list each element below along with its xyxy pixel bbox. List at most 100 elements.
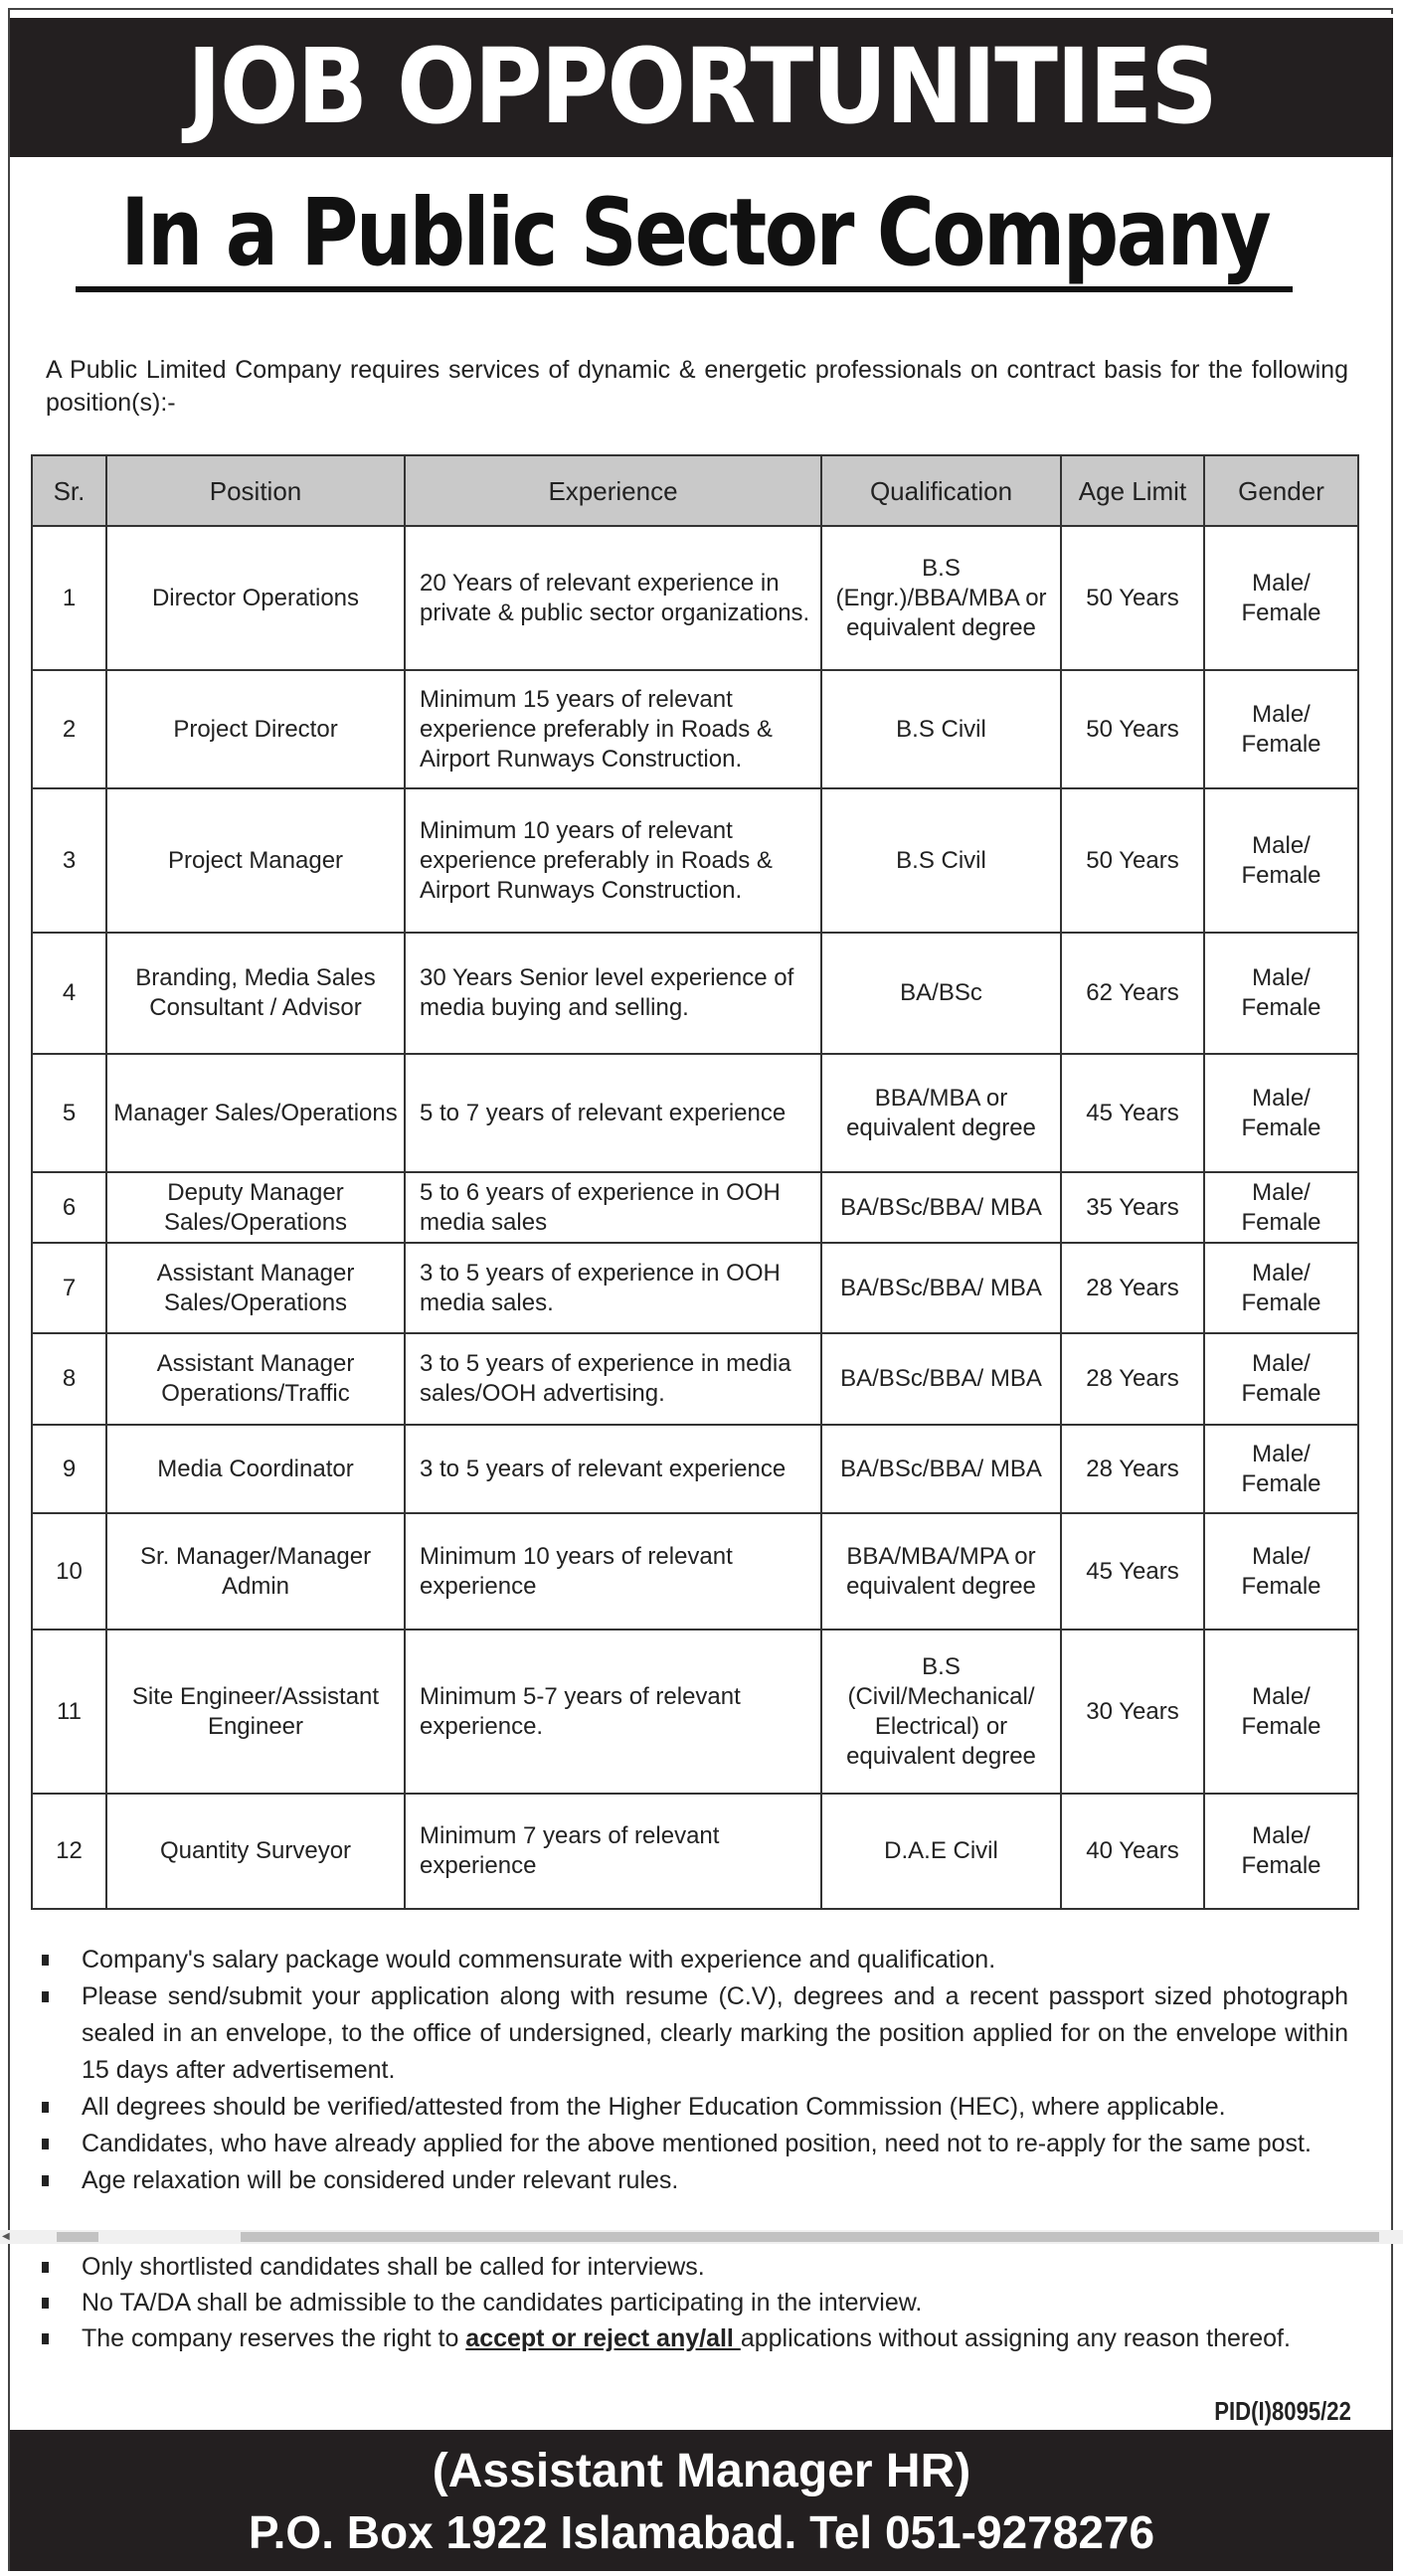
cell-experience: 3 to 5 years of experience in media sale…: [404, 1332, 822, 1426]
list-item: Please send/submit your application alon…: [40, 1978, 1348, 2089]
cell-sr: 10: [31, 1512, 107, 1631]
cell-age-limit: 40 Years: [1060, 1793, 1205, 1910]
header-title: JOB OPPORTUNITIES: [187, 26, 1218, 147]
subtitle-underline: [76, 286, 1293, 292]
cell-age-limit: 50 Years: [1060, 525, 1205, 671]
scrollbar-track-thumb[interactable]: [241, 2232, 1379, 2242]
cell-sr: 4: [31, 932, 107, 1055]
cell-experience: 3 to 5 years of experience in OOH media …: [404, 1242, 822, 1334]
list-item: All degrees should be verified/attested …: [40, 2089, 1348, 2126]
cell-sr: 9: [31, 1424, 107, 1514]
cell-position: Site Engineer/Assistant Engineer: [105, 1629, 406, 1795]
cell-experience: 30 Years Senior level experience of medi…: [404, 932, 822, 1055]
cell-qualification: BBA/MBA or equivalent degree: [820, 1053, 1062, 1173]
scroll-left-arrow-icon[interactable]: ◀: [2, 2231, 10, 2242]
notes-list-continued: Only shortlisted candidates shall be cal…: [40, 2249, 1348, 2356]
column-header: Position: [105, 454, 406, 527]
list-item: Age relaxation will be considered under …: [40, 2162, 1348, 2199]
footer-contact-title: (Assistant Manager HR): [432, 2445, 971, 2497]
cell-qualification: BA/BSc/BBA/ MBA: [820, 1332, 1062, 1426]
bullet-icon: [42, 2333, 49, 2344]
intro-text: A Public Limited Company requires servic…: [46, 356, 1348, 417]
cell-age-limit: 45 Years: [1060, 1053, 1205, 1173]
list-item: Candidates, who have already applied for…: [40, 2126, 1348, 2162]
cell-gender: Male/ Female: [1203, 1053, 1359, 1173]
cell-qualification: B.S Civil: [820, 669, 1062, 789]
cell-gender: Male/ Female: [1203, 669, 1359, 789]
cell-age-limit: 50 Years: [1060, 669, 1205, 789]
cell-position: Assistant Manager Operations/Traffic: [105, 1332, 406, 1426]
table-row: 3 Project Manager Minimum 10 years of rele…: [31, 787, 1359, 934]
cell-experience: Minimum 15 years of relevant experience …: [404, 669, 822, 789]
note-text: Please send/submit your application alon…: [82, 1982, 1348, 2084]
note-text: Company's salary package would commensur…: [82, 1946, 996, 1974]
header-banner: JOB OPPORTUNITIES: [10, 14, 1393, 157]
cell-qualification: B.S (Civil/Mechanical/ Electrical) or eq…: [820, 1629, 1062, 1795]
list-item: Company's salary package would commensur…: [40, 1942, 1348, 1978]
cell-age-limit: 45 Years: [1060, 1512, 1205, 1631]
cell-age-limit: 28 Years: [1060, 1332, 1205, 1426]
cell-sr: 7: [31, 1242, 107, 1334]
cell-position: Project Manager: [105, 787, 406, 934]
note-text: No TA/DA shall be admissible to the cand…: [82, 2289, 923, 2317]
cell-gender: Male/ Female: [1203, 787, 1359, 934]
bullet-icon: [42, 1955, 49, 1966]
table-row: 8 Assistant Manager Operations/Traffic 3 t…: [31, 1332, 1359, 1426]
note-text: Candidates, who have already applied for…: [82, 2130, 1312, 2157]
emphasized-text: accept or reject any/all: [465, 2324, 741, 2352]
cell-sr: 3: [31, 787, 107, 934]
cell-qualification: BA/BSc/BBA/ MBA: [820, 1424, 1062, 1514]
cell-age-limit: 28 Years: [1060, 1242, 1205, 1334]
bullet-icon: [42, 2298, 49, 2309]
cell-gender: Male/ Female: [1203, 1242, 1359, 1334]
cell-experience: 20 Years of relevant experience in priva…: [404, 525, 822, 671]
horizontal-scrollbar[interactable]: ◀: [0, 2230, 1403, 2244]
cell-age-limit: 35 Years: [1060, 1171, 1205, 1244]
cell-position: Deputy Manager Sales/Operations: [105, 1171, 406, 1244]
cell-sr: 2: [31, 669, 107, 789]
table-header: Sr. Position Experience Qualification Age Li…: [31, 454, 1359, 527]
scrollbar-thumb[interactable]: [57, 2232, 98, 2242]
cell-sr: 8: [31, 1332, 107, 1426]
cell-age-limit: 28 Years: [1060, 1424, 1205, 1514]
cell-qualification: B.S (Engr.)/BBA/MBA or equivalent degree: [820, 525, 1062, 671]
footer-address: P.O. Box 1922 Islamabad. Tel 051-9278276: [248, 2506, 1155, 2558]
cell-sr: 5: [31, 1053, 107, 1173]
cell-gender: Male/ Female: [1203, 525, 1359, 671]
cell-qualification: BBA/MBA/MPA or equivalent degree: [820, 1512, 1062, 1631]
cell-position: Manager Sales/Operations: [105, 1053, 406, 1173]
note-text: Only shortlisted candidates shall be cal…: [82, 2253, 705, 2281]
cell-experience: 5 to 6 years of experience in OOH media …: [404, 1171, 822, 1244]
note-text: The company reserves the right to: [82, 2324, 466, 2352]
list-item: No TA/DA shall be admissible to the cand…: [40, 2285, 1348, 2320]
table-row: 12 Quantity Surveyor Minimum 7 years of re…: [31, 1793, 1359, 1910]
cell-position: Assistant Manager Sales/Operations: [105, 1242, 406, 1334]
cell-sr: 1: [31, 525, 107, 671]
table-row: 11 Site Engineer/Assistant Engineer Minimu…: [31, 1629, 1359, 1795]
cell-gender: Male/ Female: [1203, 1171, 1359, 1244]
cell-experience: 5 to 7 years of relevant experience: [404, 1053, 822, 1173]
cell-age-limit: 50 Years: [1060, 787, 1205, 934]
column-header: Qualification: [820, 454, 1062, 527]
cell-position: Quantity Surveyor: [105, 1793, 406, 1910]
pid-number: PID(I)8095/22: [1214, 2396, 1351, 2426]
footer-banner: (Assistant Manager HR) P.O. Box 1922 Isl…: [10, 2430, 1393, 2571]
cell-gender: Male/ Female: [1203, 932, 1359, 1055]
column-header: Age Limit: [1060, 454, 1205, 527]
cell-qualification: BA/BSc/BBA/ MBA: [820, 1242, 1062, 1334]
cell-gender: Male/ Female: [1203, 1424, 1359, 1514]
table-row: 7 Assistant Manager Sales/Operations 3 to …: [31, 1242, 1359, 1334]
cell-experience: Minimum 10 years of relevant experience: [404, 1512, 822, 1631]
header-subtitle: In a Public Sector Company: [120, 179, 1271, 287]
bullet-icon: [42, 1991, 49, 2002]
cell-position: Project Director: [105, 669, 406, 789]
cell-gender: Male/ Female: [1203, 1332, 1359, 1426]
note-text: Age relaxation will be considered under …: [82, 2166, 679, 2194]
cell-qualification: D.A.E Civil: [820, 1793, 1062, 1910]
cell-experience: Minimum 10 years of relevant experience …: [404, 787, 822, 934]
cell-position: Sr. Manager/Manager Admin: [105, 1512, 406, 1631]
bullet-icon: [42, 2262, 49, 2273]
cell-age-limit: 30 Years: [1060, 1629, 1205, 1795]
cell-experience: 3 to 5 years of relevant experience: [404, 1424, 822, 1514]
cell-sr: 12: [31, 1793, 107, 1910]
